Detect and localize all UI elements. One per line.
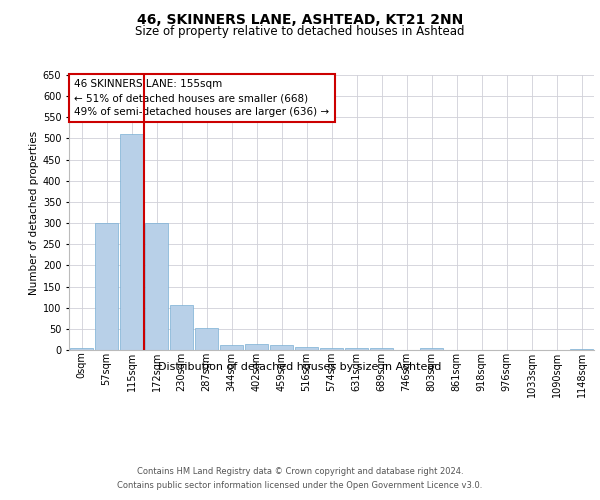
Text: Distribution of detached houses by size in Ashtead: Distribution of detached houses by size … — [158, 362, 442, 372]
Bar — [70, 348, 93, 350]
Bar — [220, 344, 243, 350]
Bar — [195, 328, 218, 350]
Bar — [270, 345, 293, 350]
Text: Contains HM Land Registry data © Crown copyright and database right 2024.
Contai: Contains HM Land Registry data © Crown c… — [118, 468, 482, 489]
Bar — [370, 348, 393, 350]
Bar — [120, 134, 143, 350]
Bar — [420, 348, 443, 350]
Bar — [170, 304, 193, 350]
Text: 46 SKINNERS LANE: 155sqm
← 51% of detached houses are smaller (668)
49% of semi-: 46 SKINNERS LANE: 155sqm ← 51% of detach… — [74, 79, 329, 117]
Bar — [295, 346, 318, 350]
Text: 46, SKINNERS LANE, ASHTEAD, KT21 2NN: 46, SKINNERS LANE, ASHTEAD, KT21 2NN — [137, 12, 463, 26]
Bar — [570, 349, 593, 350]
Bar — [245, 344, 268, 350]
Bar — [95, 223, 118, 350]
Bar — [145, 223, 168, 350]
Y-axis label: Number of detached properties: Number of detached properties — [29, 130, 38, 294]
Bar — [345, 348, 368, 350]
Bar — [320, 348, 343, 350]
Text: Size of property relative to detached houses in Ashtead: Size of property relative to detached ho… — [135, 25, 465, 38]
